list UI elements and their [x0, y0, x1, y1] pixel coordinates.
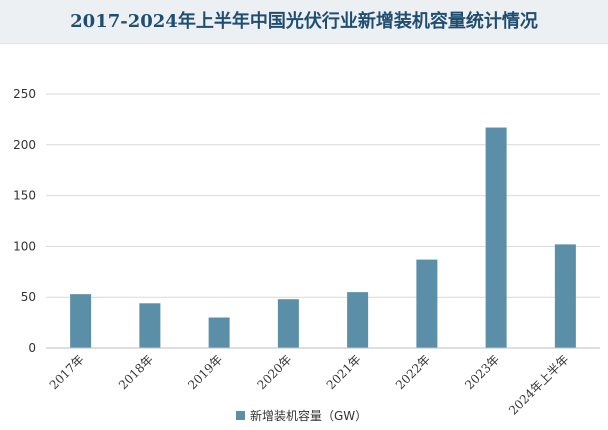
bar	[208, 317, 230, 348]
y-tick-label: 250	[13, 87, 36, 101]
chart-title: 2017-2024年上半年中国光伏行业新增装机容量统计情况	[70, 11, 538, 32]
bar	[485, 127, 507, 348]
y-tick-label: 50	[21, 290, 36, 304]
bar	[277, 299, 299, 348]
x-tick-label: 2024年上半年	[506, 352, 571, 417]
x-tick-label: 2023年	[462, 352, 502, 392]
x-tick-label: 2017年	[47, 352, 87, 392]
legend-swatch	[236, 411, 245, 420]
x-tick-label: 2022年	[393, 352, 433, 392]
x-tick-label: 2019年	[185, 352, 225, 392]
x-tick-label: 2018年	[116, 352, 156, 392]
bar	[347, 292, 369, 348]
y-tick-label: 0	[28, 341, 36, 355]
bars	[70, 127, 576, 348]
y-axis-tick-labels: 0 50 100 150 200 250	[13, 87, 36, 355]
legend-label: 新增装机容量（GW）	[250, 408, 367, 423]
bar	[416, 259, 438, 348]
x-tick-label: 2021年	[324, 352, 364, 392]
bar	[70, 294, 92, 348]
y-tick-label: 200	[13, 138, 36, 152]
title-bar	[0, 0, 608, 44]
bar	[139, 303, 161, 348]
bar	[554, 244, 576, 348]
y-tick-label: 100	[13, 239, 36, 253]
x-tick-label: 2020年	[255, 352, 295, 392]
x-axis-tick-labels: 2017年 2018年 2019年 2020年 2021年 2022年 2023年 2024年…	[47, 352, 572, 417]
grid-lines	[46, 93, 600, 298]
y-tick-label: 150	[13, 189, 36, 203]
legend: 新增装机容量（GW）	[236, 408, 367, 423]
